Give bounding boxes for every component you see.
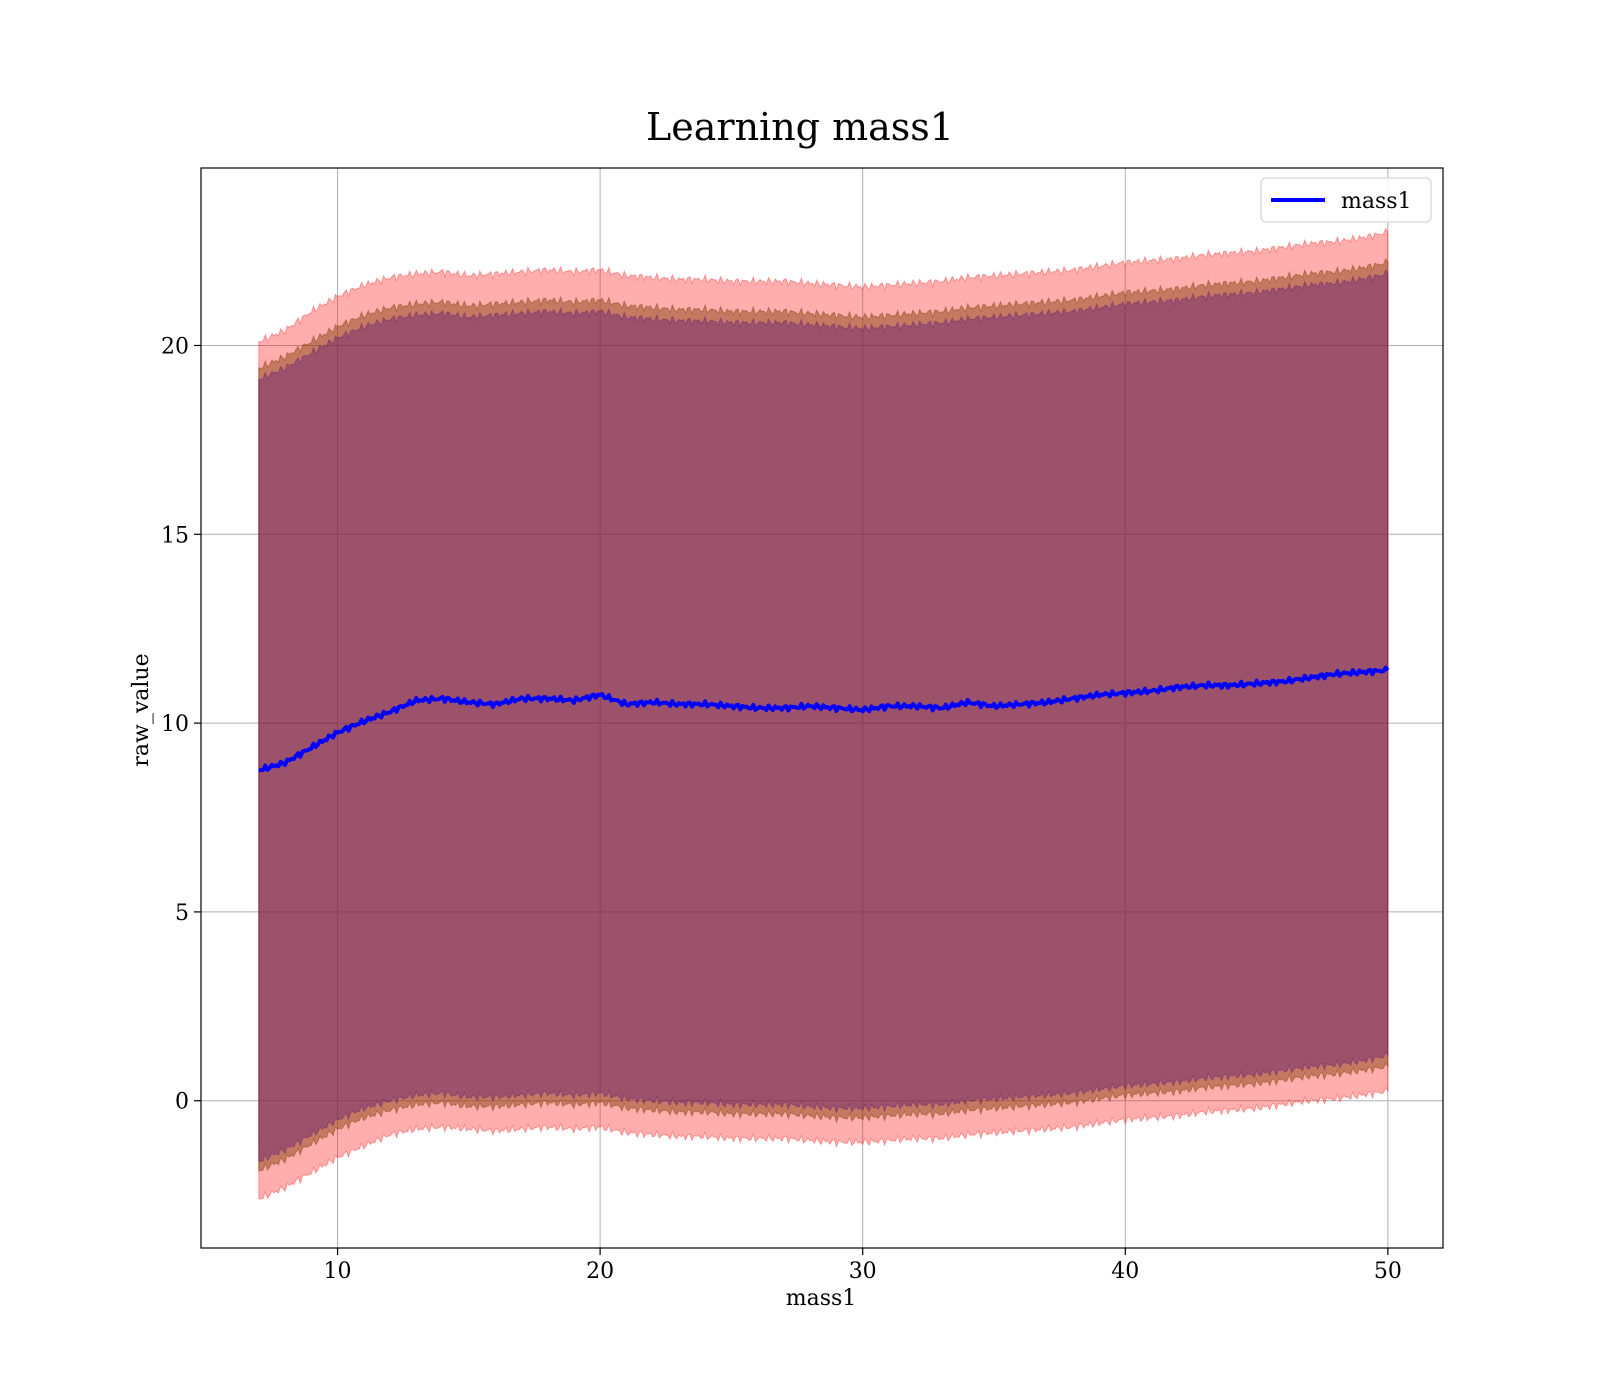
y-tick-label: 15 <box>161 523 189 548</box>
confidence-band-middle <box>258 257 1389 1172</box>
x-axis-label: mass1 <box>786 1286 857 1311</box>
plot-frame <box>200 167 1444 1249</box>
plot-area: 10 20 30 40 50 0 5 10 15 20 mass1 <box>161 167 1444 1284</box>
confidence-band-inner <box>258 268 1389 1162</box>
y-tick-label: 20 <box>161 334 189 359</box>
y-axis-label: raw_value <box>129 653 154 766</box>
y-tick-label: 10 <box>161 712 189 737</box>
y-tick-label: 5 <box>175 901 189 926</box>
legend-box <box>1260 177 1432 223</box>
x-tick-label: 20 <box>586 1259 614 1284</box>
y-tick-label: 0 <box>175 1090 189 1115</box>
series-line-mass1 <box>258 665 1390 773</box>
x-tick-label: 40 <box>1111 1259 1139 1284</box>
x-tick-label: 50 <box>1374 1259 1402 1284</box>
x-tick-label: 10 <box>324 1259 352 1284</box>
chart-title: Learning mass1 <box>646 105 954 149</box>
bands-group <box>258 227 1390 1200</box>
legend-label-mass1: mass1 <box>1341 189 1412 214</box>
x-tick-label: 30 <box>849 1259 877 1284</box>
